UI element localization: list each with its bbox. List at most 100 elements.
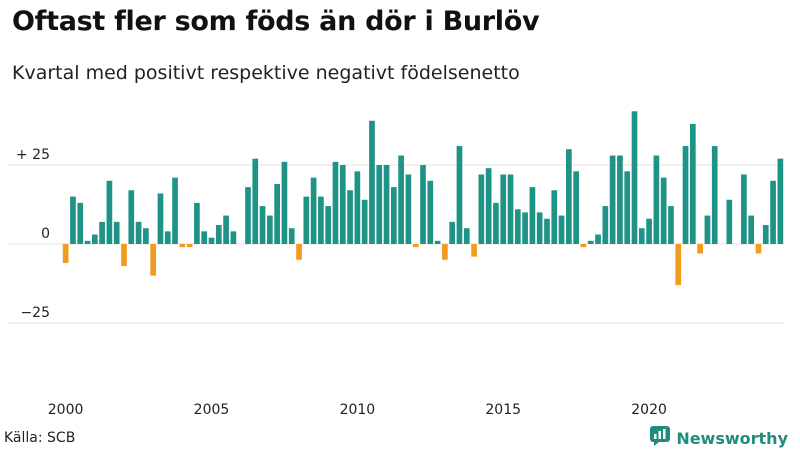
bar-positive <box>208 237 215 244</box>
bar-positive <box>587 240 594 244</box>
bar-positive <box>267 215 273 244</box>
bar-positive <box>274 183 280 244</box>
bar-positive <box>478 174 485 244</box>
bar-positive <box>434 240 441 244</box>
bar-positive <box>646 218 652 244</box>
bar-positive <box>609 155 616 244</box>
bar-positive <box>668 206 674 244</box>
bar-positive <box>456 146 463 244</box>
bar-positive <box>485 168 492 244</box>
bar-positive <box>529 187 536 244</box>
bar-positive <box>369 120 375 244</box>
bar-positive <box>252 158 259 244</box>
bar-positive <box>595 234 601 244</box>
bar-positive <box>281 161 288 244</box>
bar-negative <box>296 244 302 260</box>
bar-positive <box>514 209 521 244</box>
x-tick-label: 2005 <box>194 402 230 418</box>
bar-positive <box>544 218 550 244</box>
bar-positive <box>347 190 353 244</box>
bar-positive <box>689 123 696 244</box>
bar-positive <box>558 215 565 244</box>
bar-positive <box>602 206 609 244</box>
bar-positive <box>566 149 572 244</box>
bar-positive <box>682 146 689 244</box>
newsworthy-logo-icon <box>650 426 671 450</box>
bar-positive <box>143 228 149 244</box>
chart-subtitle: Kvartal med positivt respektive negativt… <box>12 62 520 84</box>
source-label: Källa: SCB <box>4 430 76 446</box>
bar-negative <box>471 244 477 257</box>
bar-positive <box>420 165 426 244</box>
bar-positive <box>573 171 579 244</box>
bar-positive <box>332 161 339 244</box>
bar-positive <box>194 202 200 244</box>
bar-positive <box>303 196 310 244</box>
bar-positive <box>310 177 317 244</box>
y-tick-label: + 25 <box>16 147 50 163</box>
bar-negative <box>675 244 682 286</box>
bar-positive <box>638 228 645 244</box>
bar-negative <box>412 244 419 248</box>
bar-positive <box>398 155 404 244</box>
bar-negative <box>186 244 193 248</box>
bar-positive <box>711 146 718 244</box>
bar-positive <box>245 187 251 244</box>
y-axis-ticks: + 25 0 −25 <box>16 147 50 321</box>
bar-positive <box>164 231 171 244</box>
bar-positive <box>617 155 623 244</box>
bar-positive <box>325 206 332 244</box>
bar-positive <box>449 221 456 244</box>
bar-positive <box>405 174 412 244</box>
bar-positive <box>493 202 499 244</box>
bar-positive <box>748 215 755 244</box>
bar-positive <box>624 171 631 244</box>
x-tick-label: 2015 <box>485 402 521 418</box>
bar-positive <box>770 180 776 244</box>
bars <box>62 111 784 286</box>
chart-title: Oftast fler som föds än dör i Burlöv <box>12 6 540 37</box>
bar-positive <box>354 171 361 244</box>
bar-positive <box>288 228 295 244</box>
y-tick-label: 0 <box>41 226 50 242</box>
bar-positive <box>631 111 638 244</box>
bar-positive <box>551 190 558 244</box>
bar-negative <box>580 244 587 248</box>
bar-positive <box>463 228 470 244</box>
bar-positive <box>259 206 266 244</box>
bar-positive <box>762 225 769 244</box>
bar-negative <box>442 244 448 260</box>
bar-positive <box>427 180 434 244</box>
bar-positive <box>500 174 507 244</box>
bar-positive <box>84 240 91 244</box>
bar-positive <box>91 234 98 244</box>
bar-positive <box>70 196 76 244</box>
bar-negative <box>179 244 186 248</box>
bar-positive <box>741 174 747 244</box>
bar-positive <box>230 231 237 244</box>
bar-positive <box>157 193 164 244</box>
bar-positive <box>215 225 222 244</box>
bar-positive <box>135 221 142 244</box>
bar-positive <box>653 155 660 244</box>
bar-negative <box>121 244 127 267</box>
bar-negative <box>755 244 762 254</box>
bar-positive <box>318 196 324 244</box>
brand[interactable]: Newsworthy <box>650 426 788 450</box>
x-tick-label: 2020 <box>631 402 667 418</box>
bar-positive <box>201 231 208 244</box>
bar-positive <box>536 212 543 244</box>
bar-positive <box>77 202 84 244</box>
bar-positive <box>172 177 178 244</box>
x-tick-label: 2010 <box>340 402 376 418</box>
bar-positive <box>522 212 528 244</box>
bar-negative <box>62 244 69 263</box>
bar-positive <box>223 215 229 244</box>
bar-positive <box>777 158 784 244</box>
x-axis-ticks: 2000 2005 2010 2015 2020 <box>48 402 667 418</box>
bar-positive <box>99 221 105 244</box>
bar-positive <box>704 215 711 244</box>
bar-positive <box>660 177 667 244</box>
bar-positive <box>376 165 383 244</box>
bar-positive <box>113 221 120 244</box>
